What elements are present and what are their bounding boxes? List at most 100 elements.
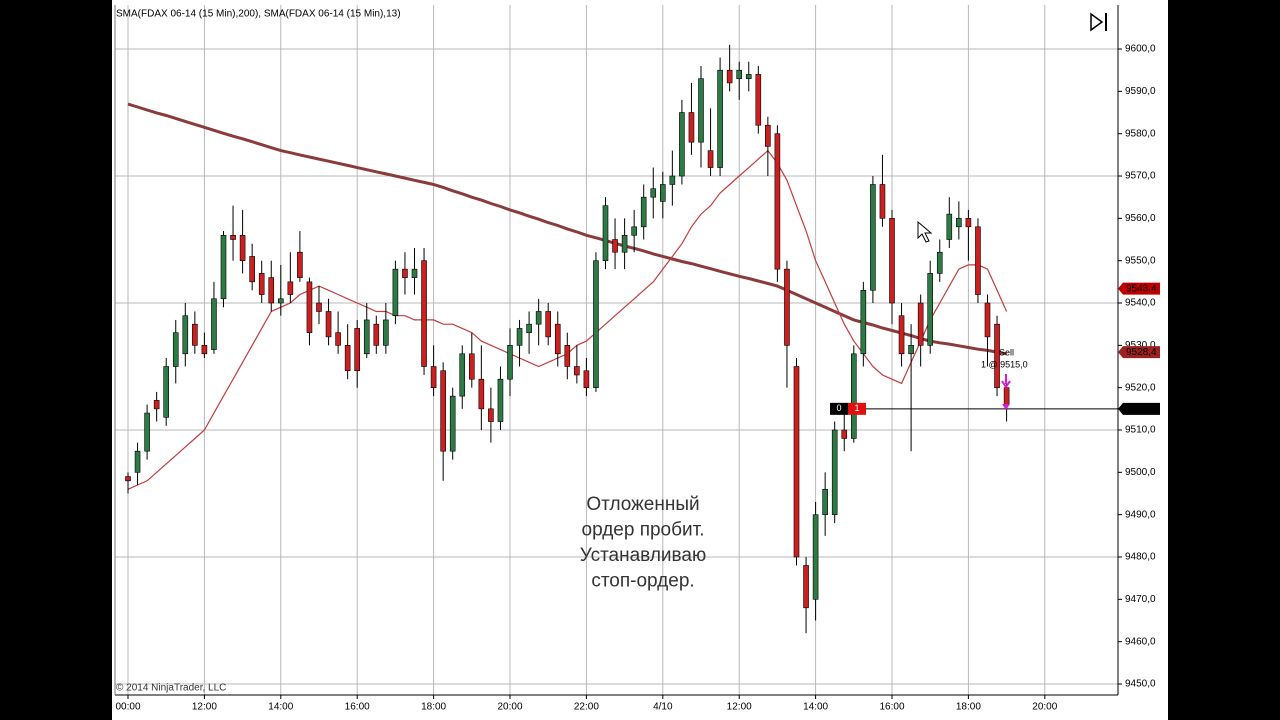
- x-tick-label: 00:00: [115, 702, 140, 713]
- candle-body: [488, 408, 494, 422]
- annotation-line: Отложенный: [586, 494, 699, 515]
- x-tick-label: 22:00: [574, 702, 599, 713]
- candle-body: [201, 345, 208, 355]
- candles: [125, 44, 1010, 634]
- x-tick-label: 16:00: [879, 702, 904, 713]
- candle-body: [363, 319, 370, 355]
- x-tick-label: 16:00: [345, 702, 370, 713]
- trade-fill: 1 @ 9515,0: [981, 359, 1028, 369]
- candle-body: [211, 298, 217, 350]
- y-tick-label: 9570,0: [1125, 171, 1156, 182]
- candle-body: [507, 345, 513, 380]
- axes: 9450,0 9460,0 9470,0 9480,0 9490,0 9500,0 9510…: [115, 44, 1156, 713]
- y-tick-label: 9510,0: [1125, 425, 1156, 436]
- price-marker-label: 9543,4: [1126, 283, 1157, 294]
- candle-body: [192, 323, 198, 346]
- candle-body: [230, 234, 236, 240]
- candle-body: [698, 78, 704, 143]
- candle-body: [765, 124, 771, 147]
- annotation-line: стоп-ордер.: [591, 571, 694, 592]
- candle-body: [497, 378, 504, 422]
- candle-body: [583, 370, 590, 388]
- candle-body: [631, 226, 637, 236]
- candle-body: [927, 273, 934, 346]
- candle-body: [965, 218, 972, 228]
- y-tick-label: 9560,0: [1125, 213, 1156, 224]
- candle-body: [936, 251, 943, 274]
- sell-arrow: [1001, 374, 1011, 389]
- candle-body: [316, 302, 322, 312]
- x-tick-label: 20:00: [1032, 702, 1057, 713]
- y-tick-label: 9550,0: [1125, 255, 1156, 266]
- y-tick-label: 9590,0: [1125, 86, 1156, 97]
- x-tick-label: 18:00: [421, 702, 446, 713]
- collapse-button-bg[interactable]: [1086, 10, 1112, 34]
- candle-body: [898, 315, 905, 355]
- collapse-icon[interactable]: [1090, 12, 1104, 32]
- candle-body: [297, 251, 303, 278]
- candle-body: [841, 429, 848, 439]
- candle-body: [306, 281, 313, 333]
- candle-body: [325, 311, 332, 338]
- candle-body: [994, 323, 1000, 388]
- x-tick-label: 12:00: [192, 702, 217, 713]
- indicators-label: SMA(FDAX 06-14 (15 Min),200), SMA(FDAX 0…: [116, 9, 401, 20]
- candle-body: [402, 268, 408, 278]
- candle-body: [774, 133, 781, 270]
- price-marker: [1118, 282, 1160, 295]
- collapse-button[interactable]: [1086, 10, 1112, 34]
- candle-body: [870, 184, 876, 291]
- candle-body: [239, 234, 246, 261]
- candle-body: [1003, 387, 1010, 405]
- candle-body: [726, 69, 733, 84]
- x-tick-label: 18:00: [956, 702, 981, 713]
- candle-body: [249, 256, 255, 283]
- candle-body: [220, 234, 227, 300]
- candle-body: [354, 328, 361, 372]
- y-tick-label: 9520,0: [1125, 382, 1156, 393]
- candle-body: [908, 345, 914, 355]
- candle-body: [144, 412, 150, 452]
- sma-line: [127, 102, 1007, 356]
- candle-body: [784, 268, 790, 346]
- candle-body: [889, 218, 895, 304]
- candle-body: [612, 239, 618, 253]
- candle-body: [468, 353, 475, 380]
- candle-body: [793, 366, 800, 558]
- order-filled: 0: [836, 403, 841, 413]
- candle-body: [277, 298, 284, 304]
- candle-body: [669, 175, 676, 185]
- x-tick-label: 14:00: [268, 702, 293, 713]
- x-tick-label: 20:00: [497, 702, 522, 713]
- candle-body: [268, 277, 275, 304]
- y-tick-label: 9540,0: [1125, 298, 1156, 309]
- candle-body: [574, 366, 580, 376]
- candle-body: [688, 112, 695, 143]
- candle-body: [172, 332, 179, 367]
- mouse-cursor: [917, 220, 933, 243]
- candle-body: [153, 400, 160, 410]
- y-tick-label: 9580,0: [1125, 128, 1156, 139]
- candle-body: [707, 150, 714, 168]
- order-qty-box: [848, 402, 866, 415]
- y-tick-label: 9600,0: [1125, 44, 1156, 55]
- candle-body: [554, 323, 561, 355]
- candle-body: [621, 234, 628, 253]
- candle-body: [411, 268, 418, 278]
- candle-body: [736, 69, 743, 79]
- y-tick-label: 9500,0: [1125, 467, 1156, 478]
- candle-body: [440, 370, 446, 452]
- y-tick-label: 9480,0: [1125, 552, 1156, 563]
- candle-body: [879, 184, 886, 219]
- chart-panel: [112, 0, 1168, 720]
- candle-body: [478, 378, 485, 410]
- candle-body: [344, 345, 351, 372]
- x-tick-label: 12:00: [727, 702, 752, 713]
- candle-body: [134, 450, 141, 473]
- candle-body: [564, 345, 571, 367]
- candle-body: [659, 184, 666, 202]
- candle-body: [984, 302, 991, 338]
